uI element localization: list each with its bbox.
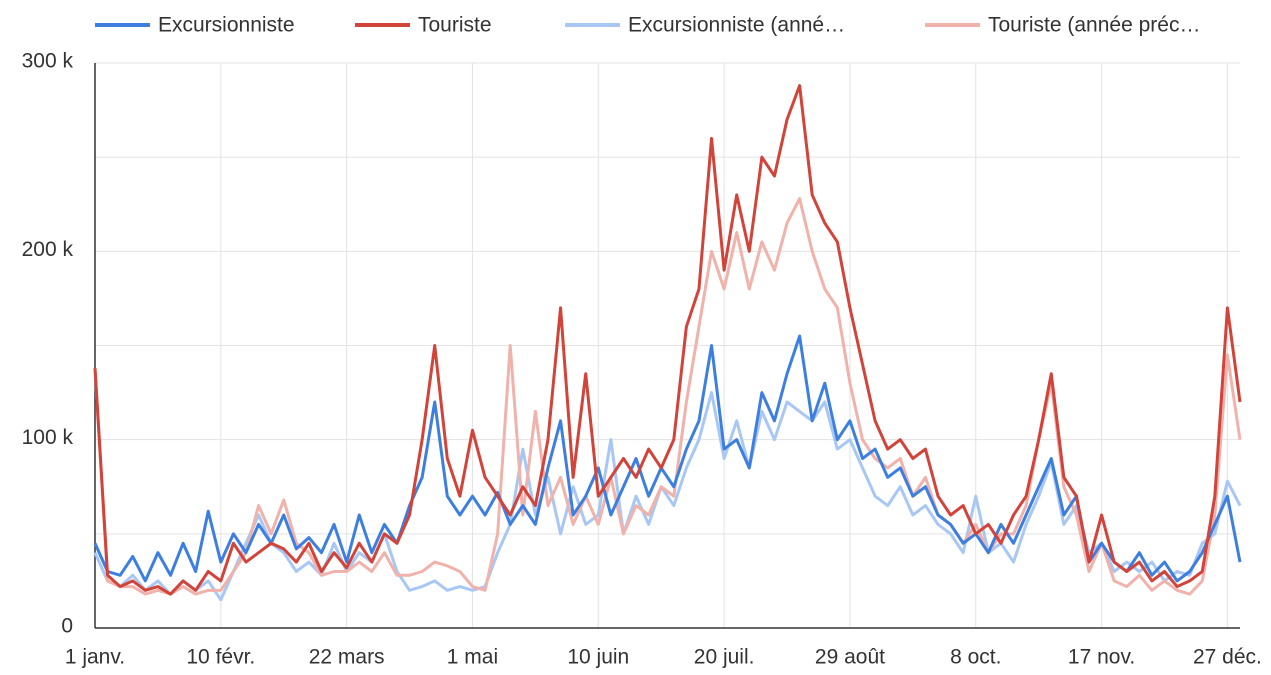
y-tick-label: 100 k <box>22 426 74 449</box>
x-tick-label: 1 janv. <box>65 646 125 669</box>
y-tick-label: 0 <box>61 615 73 638</box>
x-tick-label: 20 juil. <box>694 646 755 669</box>
x-tick-label: 10 févr. <box>186 646 255 669</box>
series-line <box>93 391 1242 602</box>
series-line <box>93 84 1242 596</box>
legend-label: Excursionniste <box>158 14 295 37</box>
y-tick-label: 200 k <box>22 238 74 261</box>
x-tick-label: 8 oct. <box>950 646 1001 669</box>
x-tick-label: 1 mai <box>447 646 498 669</box>
series-line <box>93 334 1242 583</box>
x-tick-label: 17 nov. <box>1068 646 1135 669</box>
x-tick-label: 29 août <box>815 646 885 669</box>
legend-label: Touriste (année préc… <box>988 14 1200 37</box>
x-tick-label: 22 mars <box>309 646 385 669</box>
x-tick-label: 10 juin <box>567 646 629 669</box>
y-tick-label: 300 k <box>22 50 74 73</box>
x-tick-label: 27 déc. <box>1193 646 1262 669</box>
legend-label: Touriste <box>418 14 492 37</box>
legend-label: Excursionniste (anné… <box>628 14 845 37</box>
